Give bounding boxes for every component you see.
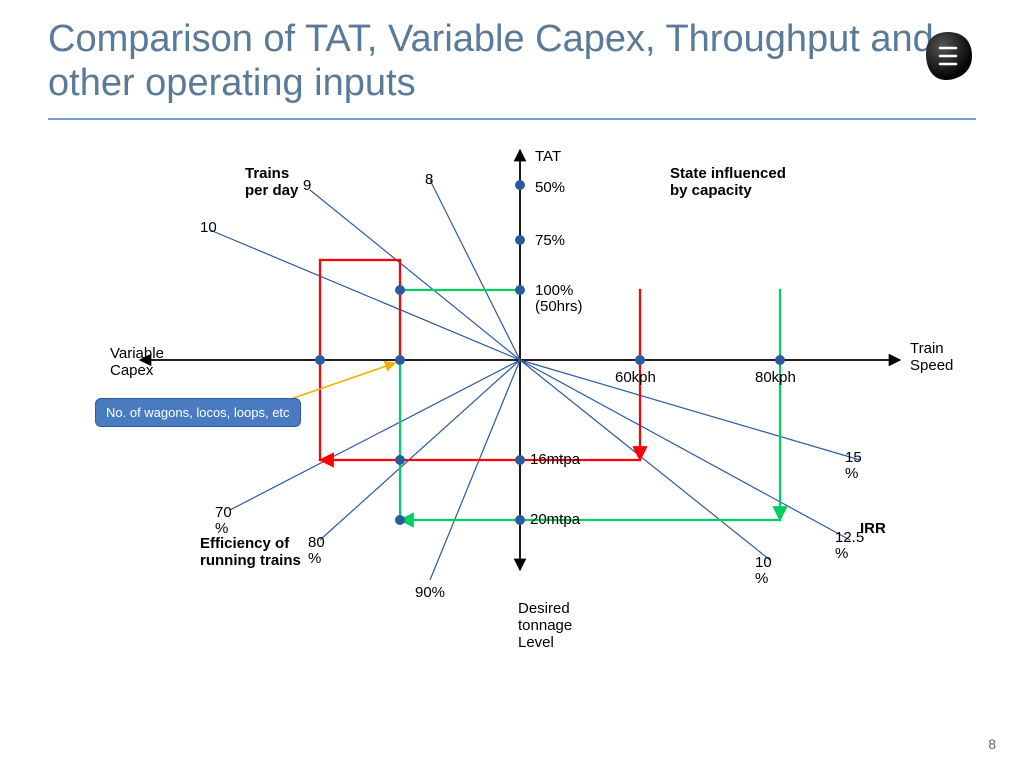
svg-text:80%: 80%	[308, 534, 325, 567]
svg-text:90%: 90%	[415, 584, 445, 601]
svg-text:100%(50hrs): 100%(50hrs)	[535, 282, 583, 315]
svg-text:80kph: 80kph	[755, 369, 796, 386]
svg-text:20mtpa: 20mtpa	[530, 511, 581, 528]
svg-text:60kph: 60kph	[615, 369, 656, 386]
radar-diagram: 109815%12.5%10%70%80%90%50%75%100%(50hrs…	[0, 130, 1024, 690]
svg-text:75%: 75%	[535, 232, 565, 249]
svg-text:10%: 10%	[755, 554, 772, 587]
axis-label-right: Train Speed	[910, 340, 953, 374]
slide-title: Comparison of TAT, Variable Capex, Throu…	[48, 18, 1024, 105]
svg-text:70%: 70%	[215, 504, 232, 537]
axis-label-left: Variable Capex	[110, 345, 164, 379]
page-number: 8	[988, 736, 996, 752]
title-underline	[48, 118, 976, 120]
axis-label-bottom: Desired tonnage Level	[518, 600, 572, 651]
axis-label-top: TAT	[535, 148, 561, 165]
svg-text:15%: 15%	[845, 449, 862, 482]
callout-wagons: No. of wagons, locos, loops, etc	[95, 398, 301, 427]
label-irr: IRR	[860, 520, 886, 537]
label-efficiency: Efficiency of running trains	[200, 535, 301, 569]
svg-text:16mtpa: 16mtpa	[530, 451, 581, 468]
svg-text:9: 9	[303, 177, 311, 194]
slide: Comparison of TAT, Variable Capex, Throu…	[0, 0, 1024, 768]
svg-text:10: 10	[200, 219, 217, 236]
label-state-capacity: State influenced by capacity	[670, 165, 786, 199]
svg-text:50%: 50%	[535, 179, 565, 196]
label-trains-per-day: Trains per day	[245, 165, 298, 199]
brand-logo	[920, 28, 976, 84]
svg-text:8: 8	[425, 171, 433, 188]
